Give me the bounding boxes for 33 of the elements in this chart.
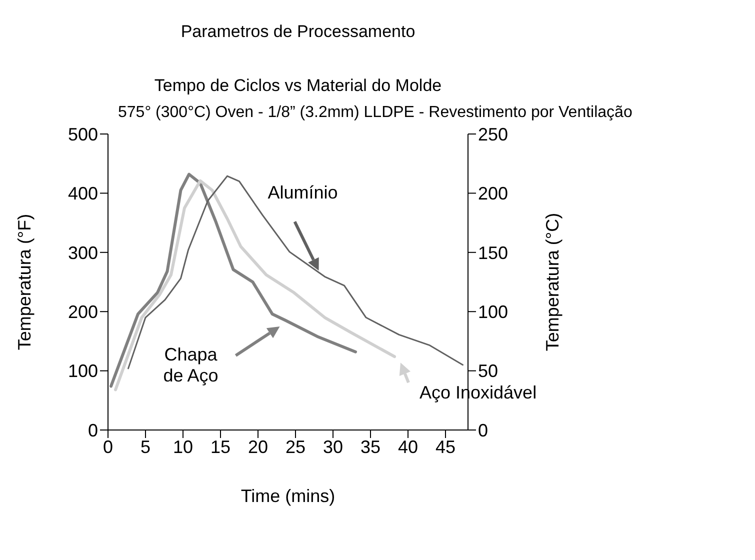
x-tick-label: 5: [140, 436, 151, 457]
line-series: [128, 175, 464, 370]
x-tick-label: 0: [102, 436, 114, 457]
series-label: Alumínio: [268, 182, 338, 203]
y-tick-label: 400: [68, 184, 98, 204]
y2-tick-label: 250: [478, 124, 508, 144]
y-tick-label: 300: [68, 242, 98, 263]
y2-tick-label: 150: [478, 242, 508, 263]
chart-title: Parametros de Processamento: [180, 22, 416, 42]
x-axis-title: Time (mins): [240, 486, 336, 506]
y-tick-label: 0: [88, 420, 98, 440]
y2-tick-label: 200: [478, 184, 508, 204]
x-tick-label: 40: [398, 436, 418, 457]
text: 575° (300°C) Oven - 1/8” (3.2mm) LLDPE - Revestimento por Ventilação: [118, 104, 634, 122]
x-tick-label: 20: [248, 436, 268, 457]
chart-subtitle: Tempo de Ciclos vs Material do Molde: [153, 76, 443, 96]
y2-tick-label: 0: [478, 420, 488, 440]
x-tick-label: 35: [360, 436, 381, 457]
line-series: [114, 179, 396, 392]
x-tick-label: 25: [285, 436, 306, 457]
x-tick-label: 10: [172, 436, 194, 457]
y2-axis-title: Temperatura (°C): [542, 212, 562, 352]
y-tick-label: 200: [68, 302, 98, 322]
legend-label: Chapa de Aço: [163, 344, 218, 386]
y-tick-label: 500: [68, 124, 98, 144]
x-tick-label: 30: [322, 436, 344, 457]
x-tick-label: 45: [435, 436, 456, 457]
y2-tick-label: 100: [478, 302, 508, 322]
x-tick-label: 15: [210, 436, 231, 457]
y2-tick-label: 50: [478, 361, 498, 382]
line-series: [110, 172, 357, 388]
y-axis-title: Temperatura (°F): [14, 214, 34, 350]
y-tick-label: 100: [68, 361, 98, 382]
